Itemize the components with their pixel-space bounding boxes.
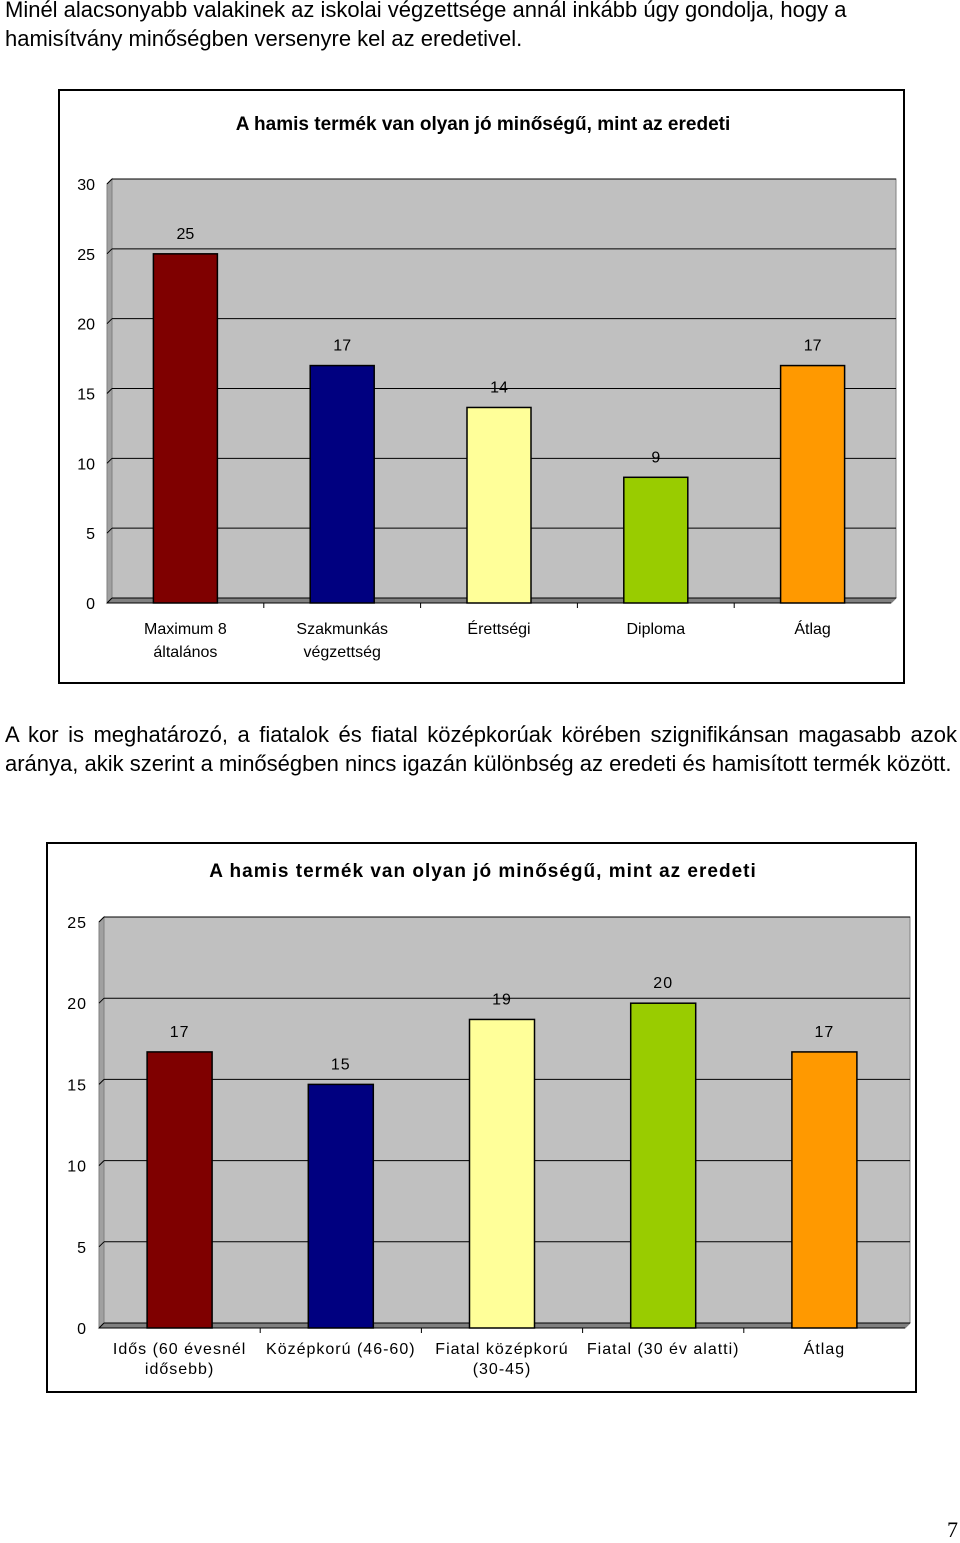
chart1-y-tick-label: 0	[86, 596, 95, 613]
chart2-bar-5	[791, 1051, 858, 1329]
chart1-data-label-4: 9	[651, 449, 660, 466]
chart1-data-label-2: 17	[333, 338, 351, 355]
chart2-category-label-3: Fiatal középkorú (30-45)	[435, 1341, 568, 1378]
chart1-grid-diag-4	[106, 318, 113, 325]
chart1-grid-diag-2	[106, 457, 113, 464]
chart2-data-label-3: 19	[492, 991, 512, 1008]
chart1-category-label-3: Érettségi	[467, 619, 530, 638]
chart1-y-tick-label: 25	[77, 247, 95, 264]
chart1-bar-3	[466, 406, 532, 604]
chart2-category-label-4: Fiatal (30 év alatti)	[587, 1341, 740, 1358]
chart2-grid-diag-0	[98, 1322, 105, 1329]
chart2-data-label-5: 17	[815, 1024, 835, 1041]
chart2-side-wall	[98, 915, 105, 1330]
age-chart-svg: 0 5 10 15 20 25 17 Idős (60 évesnél idősebb) 15 Kö…	[67, 861, 912, 1378]
chart2-grid-diag-1	[98, 1241, 105, 1248]
chart1-y-tick-label: 10	[77, 456, 95, 473]
intro-paragraph: Minél alacsonyabb valakinek az iskolai v…	[5, 0, 847, 51]
chart2-grid-diag-4	[98, 997, 105, 1004]
chart1-bar-5	[779, 364, 846, 604]
chart1-grid-diag-3	[106, 388, 113, 394]
chart1-category-label-1: Maximum 8 általános	[144, 621, 227, 661]
chart2-category-label-2: Középkorú (46-60)	[266, 1341, 416, 1358]
chart2-y-tick-label: 0	[77, 1321, 87, 1338]
chart1-grid-diag-0	[106, 597, 113, 604]
chart1-y-tick-label: 20	[77, 317, 95, 334]
chart1-grid-diag-5	[106, 248, 113, 255]
chart1-category-label-4: Diploma	[626, 621, 685, 638]
education-chart-svg: 0 5 10 15 20 25 30 25 Maximum 8 általános 17 Szakmu…	[77, 114, 898, 661]
chart2-category-label-1: Idős (60 évesnél idősebb)	[113, 1341, 246, 1378]
chart2-bar-2	[307, 1083, 375, 1329]
chart1-bar-2	[309, 364, 375, 604]
chart2-y-tick-label: 10	[67, 1159, 87, 1176]
chart2-y-tick-label: 25	[67, 915, 87, 932]
chart2-category-label-5: Átlag	[804, 1339, 845, 1358]
chart2-bar-1	[146, 1051, 213, 1329]
chart1-title: A hamis termék van olyan jó minőségű, mi…	[236, 114, 731, 135]
chart2-grid-diag-2	[98, 1160, 105, 1166]
education-bar-chart: 0 5 10 15 20 25 30 25 Maximum 8 általános 17 Szakmu…	[58, 89, 905, 684]
chart2-data-label-2: 15	[331, 1056, 351, 1073]
chart1-bar-4	[623, 476, 689, 604]
chart2-y-tick-label: 20	[67, 996, 87, 1013]
chart2-data-label-4: 20	[653, 975, 673, 992]
chart1-grid-diag-6	[106, 178, 113, 185]
chart2-bar-4	[629, 1002, 697, 1329]
page-number: 7	[947, 1517, 958, 1542]
chart1-y-tick-label: 15	[77, 387, 95, 404]
chart2-grid-diag-3	[98, 1079, 105, 1085]
chart2-grid-diag-5	[98, 916, 105, 923]
chart1-bar-1	[152, 253, 219, 604]
chart1-y-tick-label: 30	[77, 177, 95, 194]
chart1-data-label-5: 17	[804, 338, 822, 355]
chart1-data-label-3: 14	[490, 379, 508, 396]
chart1-category-label-2: Szakmunkás végzettség	[296, 621, 388, 661]
chart2-bar-3	[468, 1018, 536, 1329]
age-bar-chart: 0 5 10 15 20 25 17 Idős (60 évesnél idősebb) 15 Kö…	[46, 842, 917, 1393]
chart2-data-label-1: 17	[170, 1024, 190, 1041]
chart2-title: A hamis termék van olyan jó minőségű, mi…	[209, 861, 757, 882]
chart1-data-label-1: 25	[177, 226, 195, 243]
chart2-y-tick-label: 5	[77, 1240, 87, 1257]
chart1-y-tick-label: 5	[86, 526, 95, 543]
age-paragraph: A kor is meghatározó, a fiatalok és fiat…	[5, 722, 957, 776]
chart1-category-label-5: Átlag	[794, 619, 830, 638]
chart1-grid-diag-1	[106, 527, 113, 534]
chart2-y-tick-label: 15	[67, 1077, 87, 1094]
